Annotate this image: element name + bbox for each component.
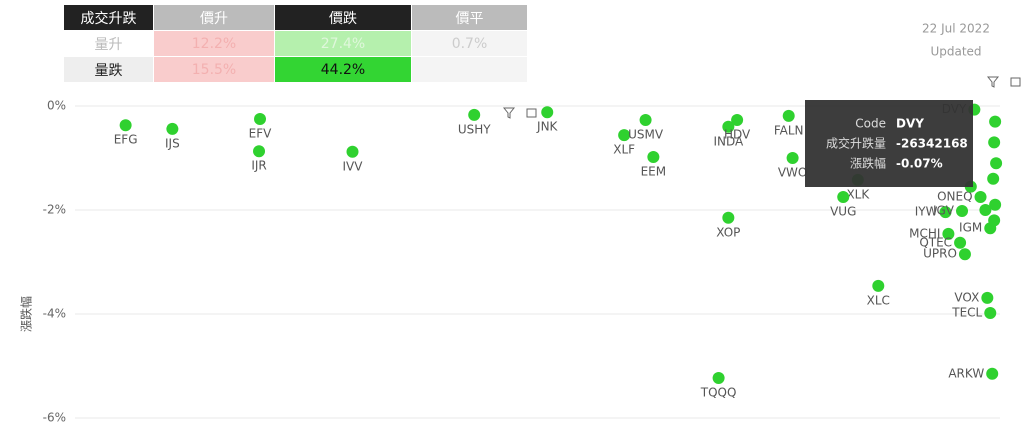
matrix-cell[interactable]: 12.2% [154, 31, 274, 56]
data-point [837, 191, 850, 203]
tooltip-value: DVY [896, 117, 924, 131]
column-header[interactable]: 價平 [412, 5, 527, 30]
point-label: IJR [251, 159, 266, 173]
point-label: VWO [778, 166, 808, 180]
updated: Updated [930, 45, 981, 59]
point-label: EFG [114, 133, 138, 147]
tooltip-label: 成交升跌量 [826, 136, 886, 151]
tooltip-label: Code [855, 117, 886, 131]
data-point [647, 150, 660, 163]
data-point [782, 109, 795, 122]
data-point [987, 172, 1000, 185]
point-label: USMV [628, 128, 664, 142]
data-point [989, 115, 1002, 128]
data-point [254, 113, 266, 125]
tooltip-value: -0.07% [896, 157, 943, 171]
data-point [468, 108, 481, 121]
data-point [988, 214, 1001, 227]
point-label: TECL [951, 305, 982, 319]
point-label: HDV [724, 128, 751, 142]
matrix-cell[interactable]: 27.4% [275, 31, 411, 56]
y-tick-label: -6% [43, 411, 66, 425]
data-point [958, 248, 971, 261]
tooltip-value: -26342168 [896, 137, 968, 151]
date: 22 Jul 2022 [922, 22, 990, 36]
data-point [166, 122, 179, 135]
row-header[interactable]: 量跌 [64, 57, 153, 82]
column-header[interactable]: 價跌 [275, 5, 411, 30]
point-label: XLK [846, 187, 870, 201]
y-axis-title: 漲跌幅 [19, 296, 34, 332]
point-label: IYW [915, 205, 938, 219]
y-tick-label: -2% [43, 203, 66, 217]
tooltip [805, 100, 973, 187]
point-label: IJS [165, 136, 180, 150]
matrix-cell[interactable]: 0.7% [412, 31, 527, 56]
point-label: VOX [954, 290, 979, 304]
data-point [974, 191, 987, 203]
point-label: UPRO [923, 247, 957, 261]
point-label: ONEQ [937, 190, 972, 204]
data-point [979, 204, 992, 216]
data-point [618, 129, 631, 142]
data-point [989, 198, 1002, 211]
data-point [990, 157, 1003, 170]
point-label: MCHI [909, 226, 940, 240]
point-label: INDA [713, 134, 744, 148]
tooltip-label: 漲跌幅 [850, 156, 886, 171]
point-label: JNK [536, 120, 559, 134]
point-label: TQQQ [700, 385, 737, 399]
matrix-cell [412, 57, 527, 82]
point-label: EFV [249, 127, 272, 141]
point-label: USHY [458, 122, 491, 136]
point-label: XLF [613, 143, 635, 157]
point-label: VUG [830, 205, 856, 219]
data-point [722, 211, 735, 224]
matrix-corner[interactable]: 成交升跌 [64, 5, 153, 30]
y-tick-label: 0% [47, 99, 66, 113]
y-tick-label: -4% [43, 307, 66, 321]
data-point [872, 279, 885, 292]
data-point [722, 120, 735, 133]
matrix-cell[interactable]: 15.5% [154, 57, 274, 82]
point-label: IVV [343, 159, 364, 173]
data-point [956, 205, 969, 218]
data-point [939, 206, 952, 219]
row-header[interactable]: 量升 [94, 36, 123, 53]
point-label: ARKW [948, 366, 984, 380]
focus-icon[interactable] [1010, 77, 1021, 87]
data-point [119, 119, 132, 132]
point-label: EEM [641, 164, 667, 178]
focus-icon[interactable] [526, 108, 537, 118]
data-point [253, 145, 266, 158]
data-point [988, 136, 1001, 149]
point-label: XOP [716, 225, 740, 239]
filter-icon[interactable] [502, 107, 516, 119]
data-point [786, 152, 799, 164]
data-point [942, 227, 955, 240]
data-point [954, 236, 967, 249]
point-label: FALN [774, 123, 804, 137]
data-point [639, 114, 652, 127]
data-point [731, 114, 744, 127]
filter-icon[interactable] [986, 76, 1000, 88]
data-point [986, 367, 999, 380]
point-label: XLC [867, 293, 890, 307]
point-label: IGV [933, 204, 955, 218]
matrix-cell[interactable]: 44.2% [275, 57, 411, 82]
data-point [712, 371, 725, 384]
matrix: 成交升跌 價升 價跌 價平 量升 12.2% 27.4% 0.7% 量跌 15.… [63, 4, 528, 83]
data-point [346, 145, 359, 158]
data-point [981, 291, 994, 304]
column-header[interactable]: 價升 [154, 5, 274, 30]
data-point [984, 306, 997, 319]
point-label: IGM [959, 221, 982, 235]
data-point [541, 106, 554, 119]
point-label: QTEC [919, 235, 952, 249]
